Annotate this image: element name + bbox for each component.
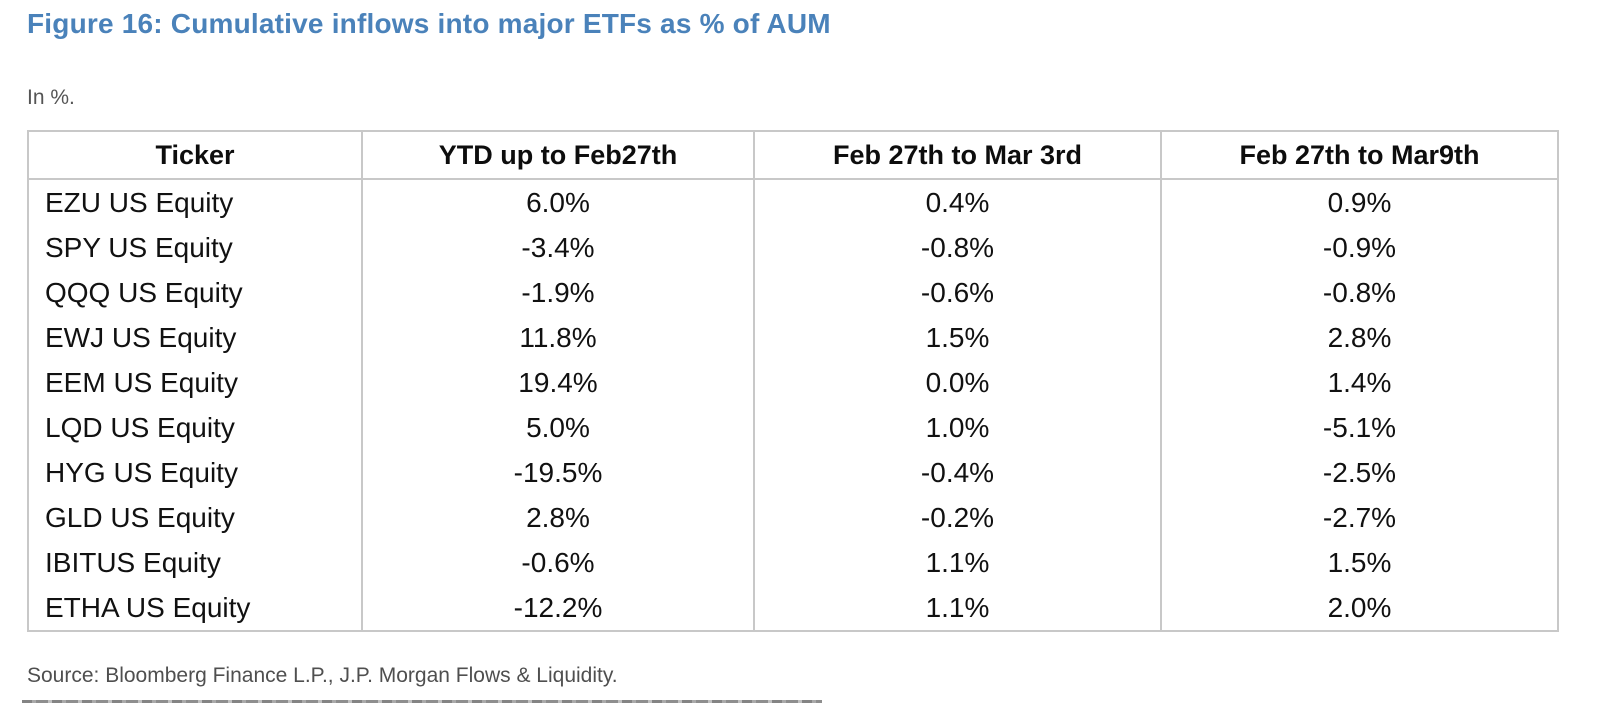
value-cell: -0.8% <box>1160 270 1558 315</box>
value-cell: -0.9% <box>1160 225 1558 270</box>
ticker-cell: GLD US Equity <box>45 501 235 533</box>
ticker-cell: HYG US Equity <box>45 456 238 488</box>
ticker-cell: IBITUS Equity <box>45 546 221 578</box>
value-cell: 19.4% <box>361 360 754 405</box>
value-cell: 2.0% <box>1160 585 1558 631</box>
cropped-next-line-artifact <box>22 700 822 703</box>
value-cell: 2.8% <box>361 495 754 540</box>
column-header-2: Feb 27th to Mar 3rd <box>753 131 1161 180</box>
ticker-cell: ETHA US Equity <box>45 591 251 623</box>
ticker-cell: QQQ US Equity <box>45 276 243 308</box>
value-cell: -19.5% <box>361 450 754 495</box>
value-cell: 6.0% <box>361 179 754 225</box>
value-cell: 11.8% <box>361 315 754 360</box>
source-attribution: Source: Bloomberg Finance L.P., J.P. Mor… <box>27 664 618 687</box>
value-cell: 1.0% <box>753 405 1161 450</box>
value-cell: 1.5% <box>1160 540 1558 585</box>
value-cell: -1.9% <box>361 270 754 315</box>
table-row: SPY US Equity -3.4% -0.8% -0.9% <box>28 225 1558 270</box>
table-row: GLD US Equity 2.8% -0.2% -2.7% <box>28 495 1558 540</box>
ticker-cell: EWJ US Equity <box>45 321 237 353</box>
value-cell: -0.8% <box>753 225 1161 270</box>
ticker-cell: EEM US Equity <box>45 366 238 398</box>
ticker-cell: EZU US Equity <box>45 186 234 218</box>
table-row: IBITUS Equity -0.6% 1.1% 1.5% <box>28 540 1558 585</box>
value-cell: -0.2% <box>753 495 1161 540</box>
value-cell: 0.0% <box>753 360 1161 405</box>
value-cell: -12.2% <box>361 585 754 631</box>
column-header-ticker: Ticker <box>28 131 362 180</box>
value-cell: -0.4% <box>753 450 1161 495</box>
value-cell: 1.1% <box>753 585 1161 631</box>
figure-subtitle: In %. <box>27 86 75 109</box>
value-cell: 1.1% <box>753 540 1161 585</box>
table-row: EWJ US Equity 11.8% 1.5% 2.8% <box>28 315 1558 360</box>
column-header-1: YTD up to Feb27th <box>361 131 754 180</box>
table-row: QQQ US Equity -1.9% -0.6% -0.8% <box>28 270 1558 315</box>
value-cell: -2.7% <box>1160 495 1558 540</box>
etf-flows-table: Ticker YTD up to Feb27th Feb 27th to Mar 3… <box>27 130 1559 632</box>
value-cell: 2.8% <box>1160 315 1558 360</box>
value-cell: -2.5% <box>1160 450 1558 495</box>
table-row: ETHA US Equity -12.2% 1.1% 2.0% <box>28 585 1558 631</box>
table-row: EEM US Equity 19.4% 0.0% 1.4% <box>28 360 1558 405</box>
value-cell: 0.9% <box>1160 179 1558 225</box>
value-cell: -0.6% <box>753 270 1161 315</box>
table-row: LQD US Equity 5.0% 1.0% -5.1% <box>28 405 1558 450</box>
value-cell: 1.4% <box>1160 360 1558 405</box>
value-cell: 1.5% <box>753 315 1161 360</box>
figure-title: Figure 16: Cumulative inflows into major… <box>27 8 831 39</box>
column-header-3: Feb 27th to Mar9th <box>1160 131 1558 180</box>
value-cell: -0.6% <box>361 540 754 585</box>
ticker-cell: LQD US Equity <box>45 411 235 443</box>
table-header-row: Ticker YTD up to Feb27th Feb 27th to Mar 3… <box>28 131 1558 180</box>
value-cell: -5.1% <box>1160 405 1558 450</box>
ticker-cell: SPY US Equity <box>45 231 233 263</box>
table-row: HYG US Equity -19.5% -0.4% -2.5% <box>28 450 1558 495</box>
table-row: EZU US Equity 6.0% 0.4% 0.9% <box>28 179 1558 225</box>
table-body: EZU US Equity 6.0% 0.4% 0.9% SPY US Equity -3… <box>28 179 1558 631</box>
value-cell: -3.4% <box>361 225 754 270</box>
value-cell: 5.0% <box>361 405 754 450</box>
value-cell: 0.4% <box>753 179 1161 225</box>
etf-flows-table-container: Ticker YTD up to Feb27th Feb 27th to Mar 3… <box>27 130 1559 632</box>
